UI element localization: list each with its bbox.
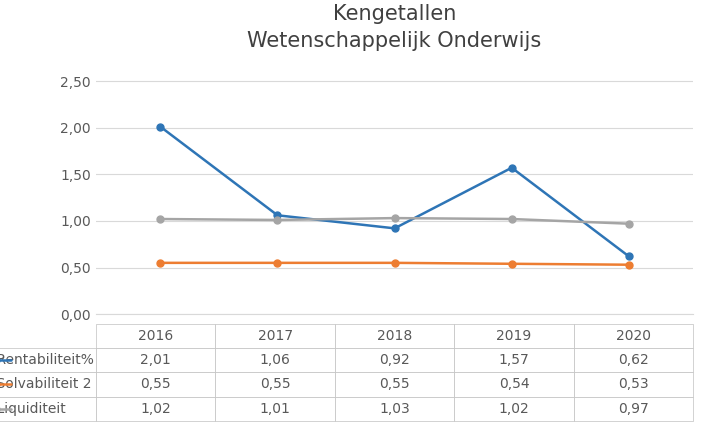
Title: Kengetallen
Wetenschappelijk Onderwijs: Kengetallen Wetenschappelijk Onderwijs bbox=[247, 4, 542, 51]
